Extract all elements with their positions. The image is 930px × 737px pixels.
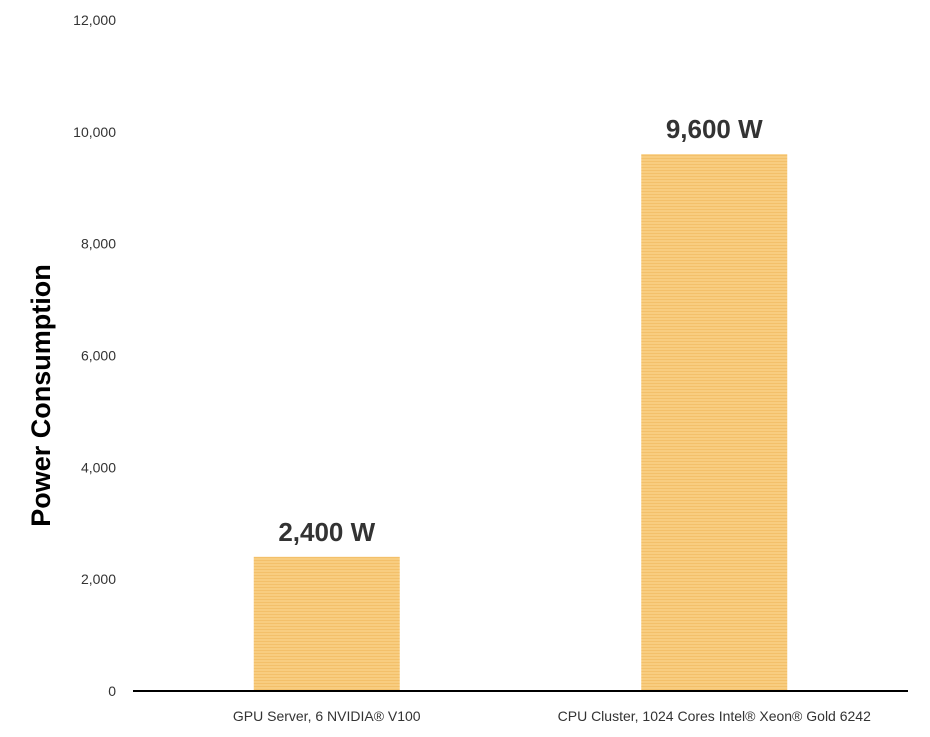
y-tick-label: 10,000 (73, 124, 116, 140)
y-axis-ticks: 0 2,000 4,000 6,000 8,000 10,000 12,000 (73, 12, 116, 699)
y-tick-label: 12,000 (73, 12, 116, 28)
y-tick-label: 8,000 (81, 236, 116, 252)
bar (641, 154, 788, 691)
y-tick-label: 4,000 (81, 459, 116, 475)
x-axis-category-labels: GPU Server, 6 NVIDIA® V100 CPU Cluster, 1… (233, 708, 871, 724)
x-category-label: GPU Server, 6 NVIDIA® V100 (233, 708, 421, 724)
x-category-label: CPU Cluster, 1024 Cores Intel® Xeon® Gol… (558, 708, 871, 724)
y-tick-label: 6,000 (81, 348, 116, 364)
y-tick-label: 0 (108, 683, 116, 699)
y-axis-label: Power Consumption (26, 264, 56, 527)
y-tick-label: 2,000 (81, 571, 116, 587)
bar-data-label: 9,600 W (666, 114, 763, 144)
bar-data-label: 2,400 W (278, 517, 375, 547)
bars (253, 154, 788, 691)
data-labels: 2,400 W 9,600 W (278, 114, 763, 547)
bar (253, 556, 400, 691)
